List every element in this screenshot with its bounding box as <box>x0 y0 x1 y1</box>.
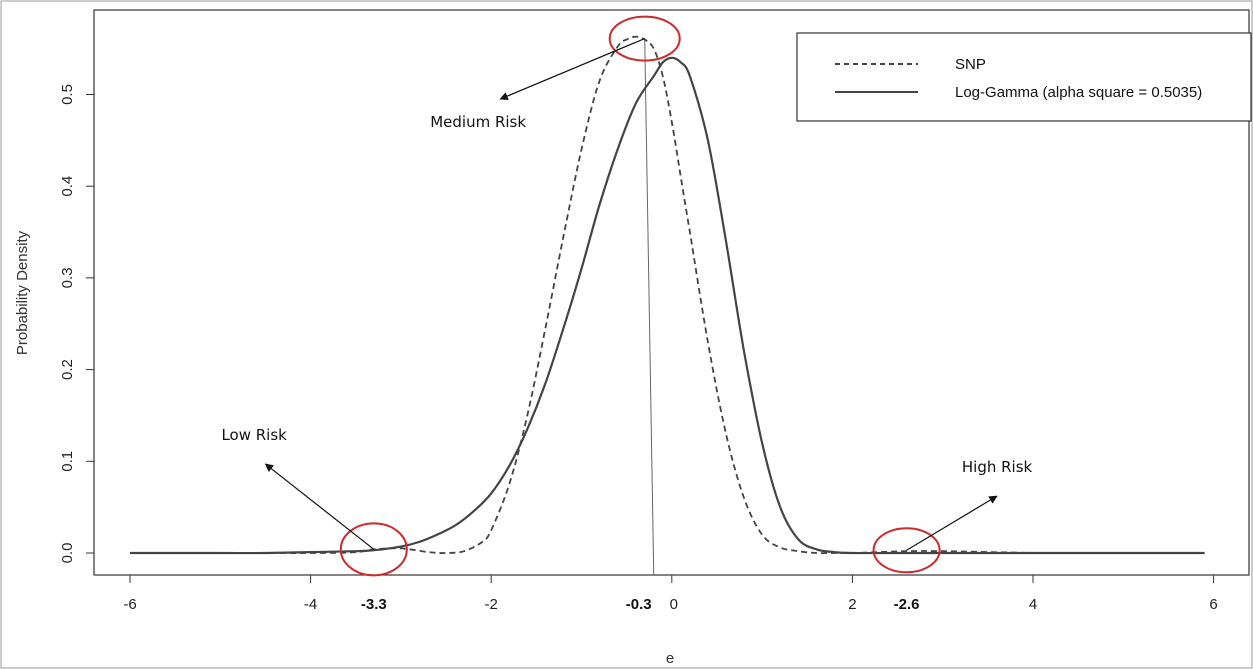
x-tick-label: 2 <box>848 596 856 613</box>
x-axis-title: e <box>666 650 674 667</box>
annotation-label: Low Risk <box>221 426 287 444</box>
risk-circle <box>608 15 681 62</box>
axes-group: -6 -4 -2 2 4 6 -3.3 -0.3 0 -2.6 0.0 0.1 0.2 0.3 0.4 0.5 <box>59 38 1218 613</box>
risk-circle <box>872 527 941 574</box>
series-line-snp <box>129 35 1034 555</box>
risk-circle <box>339 522 408 577</box>
x-special-label: -2.6 <box>894 596 920 613</box>
legend-label-snp: SNP <box>955 56 986 73</box>
y-tick-label: 0.3 <box>59 267 76 288</box>
series-line-loggamma <box>130 56 1205 555</box>
y-tick-label: 0.0 <box>59 543 76 564</box>
legend-box <box>796 32 1252 122</box>
x-tick-label: 6 <box>1209 596 1217 613</box>
annotation-label: High Risk <box>962 458 1033 476</box>
x-special-label: -3.3 <box>361 596 387 613</box>
y-tick-label: 0.5 <box>59 84 76 105</box>
x-tick-label: 0 <box>670 596 678 613</box>
y-tick-label: 0.4 <box>59 176 76 197</box>
annotation-layer: Low Risk Medium Risk High Risk <box>221 15 1033 577</box>
legend-label-loggamma: Log-Gamma (alpha square = 0.5035) <box>955 84 1202 101</box>
x-tick-label: -4 <box>304 596 317 613</box>
series-layer <box>129 35 1205 555</box>
y-tick-label: 0.1 <box>59 451 76 472</box>
annotation-label: Medium Risk <box>430 113 526 131</box>
y-tick-label: 0.2 <box>59 359 76 380</box>
y-axis-title: Probability Density <box>14 230 31 355</box>
legend: SNP Log-Gamma (alpha square = 0.5035) <box>796 32 1252 122</box>
reference-line <box>644 38 655 576</box>
annotation-arrow <box>264 463 375 550</box>
x-special-label: -0.3 <box>626 596 652 613</box>
annotation-arrow <box>499 38 645 101</box>
x-tick-label: -2 <box>485 596 498 613</box>
x-tick-label: -6 <box>123 596 136 613</box>
x-tick-label: 4 <box>1029 596 1037 613</box>
annotation-arrow <box>906 495 998 551</box>
